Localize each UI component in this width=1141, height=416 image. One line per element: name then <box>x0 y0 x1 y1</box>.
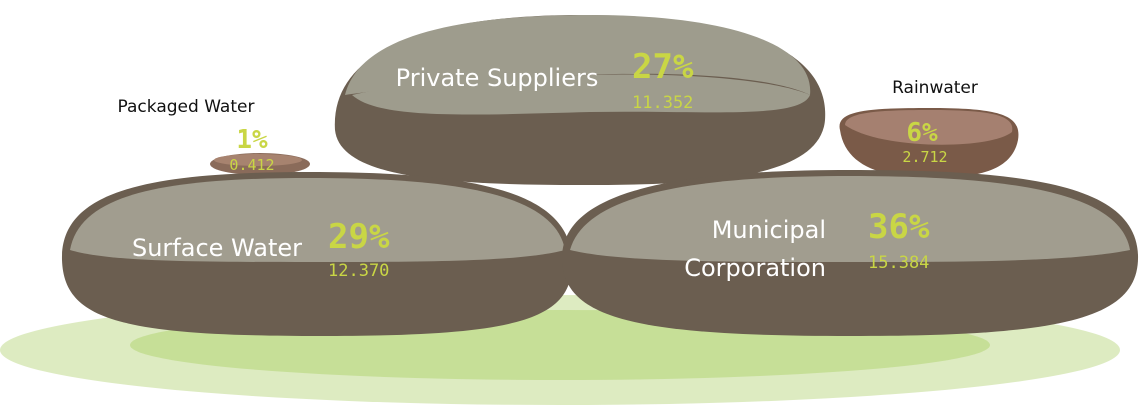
stone-top <box>570 176 1130 262</box>
value: 15.384 <box>868 253 929 273</box>
stone-top <box>845 110 1013 145</box>
label: Municipal <box>712 216 826 244</box>
stone-top <box>70 178 565 262</box>
percent: 29% <box>328 217 390 257</box>
percent: 6% <box>906 118 938 148</box>
stone-top <box>214 154 302 166</box>
value: 2.712 <box>902 148 947 166</box>
value: 12.370 <box>328 261 389 281</box>
label: Rainwater <box>892 78 978 98</box>
percent: 1% <box>236 125 268 155</box>
value: 11.352 <box>632 93 693 113</box>
label: Surface Water <box>132 234 302 262</box>
label: Corporation <box>684 254 826 282</box>
percent: 27% <box>632 47 694 87</box>
stone-top <box>352 74 810 115</box>
value: 0.412 <box>229 156 274 174</box>
percent: 36% <box>868 207 930 247</box>
stone-top <box>345 15 811 95</box>
label: Packaged Water <box>118 97 255 117</box>
label: Private Suppliers <box>396 64 599 92</box>
